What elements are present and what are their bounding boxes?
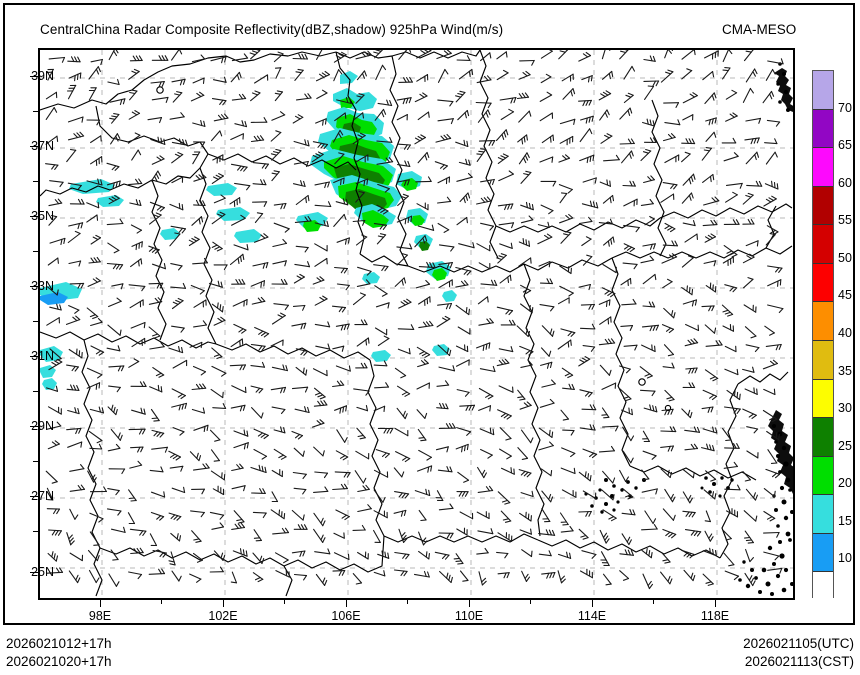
x-label-98e: 98E: [88, 609, 112, 623]
y-tick-37n: [30, 146, 38, 147]
x-tick-110e: [469, 600, 470, 607]
colorbar-label-40: 40: [838, 326, 852, 340]
colorbar-label-10: 10: [838, 551, 852, 566]
y-tick-30n: [33, 391, 38, 392]
y-tick-28n: [33, 461, 38, 462]
coastline: [584, 62, 793, 596]
y-tick-33n: [30, 286, 38, 287]
footer-valid-time-cst: 2026021113(CST): [744, 654, 854, 669]
colorbar-label-25: 25: [838, 438, 852, 453]
colorbar-band-50-55: [813, 225, 833, 264]
y-tick-34n: [33, 251, 38, 252]
wind-barbs-925hPa: [45, 50, 784, 590]
colorbar-label-35: 35: [838, 363, 852, 378]
y-tick-39n: [30, 76, 38, 77]
x-tick-106e: [346, 600, 347, 607]
y-tick-35n: [30, 216, 38, 217]
colorbar-band-10-15: [813, 533, 833, 573]
x-tick-98e: [100, 600, 101, 607]
colorbar-label-55: 55: [838, 213, 852, 228]
y-tick-36n: [33, 181, 38, 182]
x-label-102e: 102E: [208, 609, 238, 623]
colorbar-band-10: [813, 572, 833, 610]
colorbar-label-15: 15: [838, 513, 852, 528]
colorbar-label-70: 70: [838, 100, 852, 115]
x-label-110e: 110E: [454, 609, 484, 623]
x-tick-116e: [653, 600, 654, 604]
radar-reflectivity-shading: [40, 71, 457, 390]
y-label-27n: 27N: [31, 489, 54, 503]
footer-valid-time-utc: 2026021105(UTC): [743, 636, 854, 651]
y-tick-31n: [30, 356, 38, 357]
x-tick-118e: [715, 600, 716, 607]
colorbar-band-45-50: [813, 263, 833, 303]
colorbar-band-20-25: [813, 456, 833, 496]
colorbar-band-30-35: [813, 379, 833, 419]
footer-init-time-cst: 2026021020+17h: [6, 654, 112, 669]
y-label-29n: 29N: [31, 419, 54, 433]
colorbar-band-65-70: [813, 109, 833, 149]
colorbar-band-60-65: [813, 148, 833, 187]
reflectivity-colorbar[interactable]: [812, 70, 834, 610]
x-tick-112e: [530, 600, 531, 604]
footer-init-time-utc: 2026021012+17h: [6, 636, 112, 651]
y-tick-27n: [30, 496, 38, 497]
colorbar-band-70: [813, 71, 833, 110]
map-plot-area[interactable]: [38, 48, 795, 600]
colorbar-label-20: 20: [838, 476, 852, 491]
colorbar-label-50: 50: [838, 250, 852, 265]
y-label-37n: 37N: [31, 139, 54, 153]
y-label-35n: 35N: [31, 209, 54, 223]
x-tick-102e: [223, 600, 224, 607]
map-canvas: [40, 50, 793, 598]
colorbar-label-65: 65: [838, 138, 852, 153]
y-label-39n: 39N: [31, 69, 54, 83]
colorbar-label-60: 60: [838, 175, 852, 190]
y-tick-32n: [33, 321, 38, 322]
colorbar-band-55-60: [813, 186, 833, 226]
y-label-33n: 33N: [31, 279, 54, 293]
model-tag-label: CMA-MESO: [722, 22, 797, 37]
page-title: CentralChina Radar Composite Reflectivit…: [40, 22, 504, 37]
province-boundaries: [40, 50, 793, 597]
colorbar-band-35-40: [813, 340, 833, 380]
colorbar-band-40-45: [813, 302, 833, 341]
y-tick-25n: [30, 572, 38, 573]
x-label-114e: 114E: [577, 609, 607, 623]
map-svg: [40, 50, 793, 598]
y-label-31n: 31N: [31, 349, 54, 363]
y-tick-29n: [30, 426, 38, 427]
colorbar-band-15-20: [813, 495, 833, 534]
y-label-25n: 25N: [31, 565, 54, 579]
x-label-118e: 118E: [700, 609, 730, 623]
y-tick-26n: [33, 531, 38, 532]
x-tick-114e: [592, 600, 593, 607]
y-tick-38n: [33, 111, 38, 112]
x-tick-100e: [161, 600, 162, 604]
colorbar-band-25-30: [813, 418, 833, 457]
x-tick-108e: [407, 600, 408, 604]
x-label-106e: 106E: [331, 609, 361, 623]
colorbar-label-30: 30: [838, 401, 852, 416]
grid-lines: [40, 50, 793, 598]
colorbar-label-45: 45: [838, 288, 852, 303]
x-tick-104e: [284, 600, 285, 604]
